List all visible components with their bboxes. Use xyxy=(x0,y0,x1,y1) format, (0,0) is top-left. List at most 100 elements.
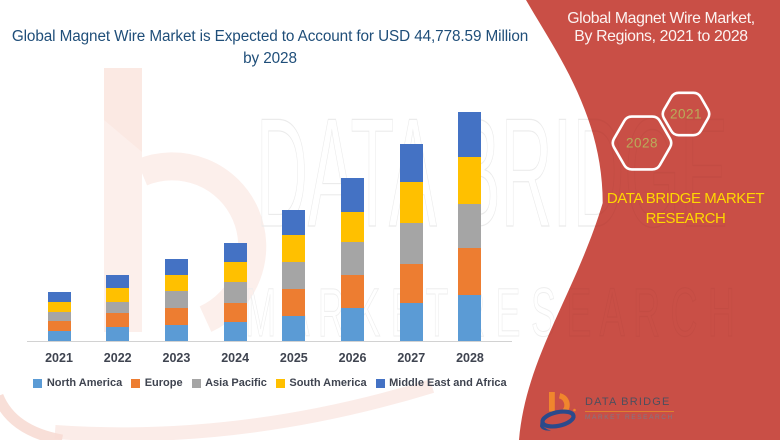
chart-legend: North America Europe Asia Pacific South Ame… xyxy=(0,377,540,389)
logo-swoosh-tail xyxy=(540,422,551,431)
legend-swatch xyxy=(275,378,285,388)
bar-segment-south-america xyxy=(458,156,482,204)
bar-segment-south-america xyxy=(399,182,423,224)
x-axis-labels: 2021 2022 2023 2024 2025 2026 2027 2028 xyxy=(0,351,780,367)
bar-segment-north-america xyxy=(341,307,365,341)
bar-segment-middle-east-and-africa xyxy=(106,275,130,288)
databridge-logo-mark xyxy=(540,392,576,431)
stacked-bar-2022 xyxy=(106,275,130,341)
bar-segment-south-america xyxy=(223,262,247,283)
watermark-swoosh-1 xyxy=(54,379,435,440)
x-axis-label-2021: 2021 xyxy=(45,351,73,365)
bar-segment-south-america xyxy=(164,275,188,292)
right-panel-brand-line2: RESEARCH xyxy=(645,209,726,227)
legend-label: Middle East and Africa xyxy=(389,377,507,389)
legend-item-asia-pacific: Asia Pacific xyxy=(191,377,267,389)
hexagon-2021 xyxy=(661,91,711,137)
logo-b-stem xyxy=(549,392,555,412)
legend-swatch xyxy=(131,378,141,388)
databridge-logo-name: DATA BRIDGE xyxy=(585,396,671,408)
bar-segment-north-america xyxy=(458,294,482,341)
databridge-logo: DATA BRIDGE MARKET RESEARCH xyxy=(537,388,674,436)
red-panel-shape xyxy=(519,0,780,440)
bar-segment-asia-pacific xyxy=(106,301,130,314)
bar-segment-europe xyxy=(341,275,365,308)
bar-segment-south-america xyxy=(341,211,365,243)
bar-segment-europe xyxy=(399,264,423,304)
bar-segment-asia-pacific xyxy=(164,291,188,308)
databridge-logo-subtitle: MARKET RESEARCH xyxy=(585,413,674,421)
bar-segment-europe xyxy=(47,321,71,332)
x-axis-label-2028: 2028 xyxy=(456,351,484,365)
red-watermark-text-line2: M A R K E T R E S E A R C H xyxy=(245,274,735,351)
watermark-b-stem-cap xyxy=(104,68,142,152)
stacked-bar-2025 xyxy=(282,210,306,341)
x-axis-label-2022: 2022 xyxy=(103,351,132,365)
right-panel-brand-line1: DATA BRIDGE MARKET xyxy=(606,190,765,207)
stacked-bar-2027 xyxy=(399,144,423,341)
bar-segment-europe xyxy=(223,303,247,322)
bar-segment-asia-pacific xyxy=(399,223,423,265)
bar-segment-north-america xyxy=(106,326,130,341)
chart-title-line2: by 2028 xyxy=(243,50,297,68)
x-axis-line xyxy=(27,341,512,342)
stacked-bar-2024 xyxy=(223,242,247,341)
bar-segment-asia-pacific xyxy=(282,262,306,290)
databridge-logo-text: DATA BRIDGE MARKET RESEARCH xyxy=(585,397,674,421)
bar-segment-north-america xyxy=(47,331,71,341)
right-panel-headline: Global Magnet Wire Market, By Regions, 2… xyxy=(541,10,780,45)
legend-item-south-america: South America xyxy=(275,377,367,389)
legend-item-europe: Europe xyxy=(131,377,183,389)
x-axis-label-2027: 2027 xyxy=(397,351,426,365)
bar-segment-north-america xyxy=(282,315,306,341)
logo-dot xyxy=(573,408,576,412)
hexagon-2021-label: 2021 xyxy=(669,106,703,122)
bar-segment-south-america xyxy=(47,301,71,313)
right-panel-brand-text: DATA BRIDGE MARKET RESEARCH xyxy=(585,189,780,228)
bar-segment-europe xyxy=(458,247,482,295)
bar-segment-asia-pacific xyxy=(341,242,365,276)
x-axis-label-2024: 2024 xyxy=(221,351,250,365)
databridge-logo-rule xyxy=(585,410,674,412)
x-axis-label-2023: 2023 xyxy=(162,351,191,365)
legend-swatch xyxy=(375,378,385,388)
bar-segment-asia-pacific xyxy=(458,203,482,248)
bar-segment-middle-east-and-africa xyxy=(458,112,482,157)
hexagons-group xyxy=(611,91,711,171)
logo-swoosh-group xyxy=(540,409,576,429)
bar-segment-middle-east-and-africa xyxy=(164,259,188,276)
stacked-bar-2021 xyxy=(47,291,71,341)
bar-segment-north-america xyxy=(399,303,423,341)
bar-segment-north-america xyxy=(164,324,188,341)
bar-segment-middle-east-and-africa xyxy=(399,144,423,183)
bar-segment-europe xyxy=(106,313,130,327)
legend-swatch xyxy=(191,378,201,388)
legend-item-north-america: North America xyxy=(33,377,122,389)
bar-segment-middle-east-and-africa xyxy=(223,242,247,263)
chart-title-line1: Global Magnet Wire Market is Expected to… xyxy=(11,28,529,45)
right-panel-headline-line2: By Regions, 2021 to 2028 xyxy=(574,27,748,45)
legend-label: Europe xyxy=(144,377,183,389)
bar-segment-middle-east-and-africa xyxy=(341,177,365,212)
stacked-bar-2026 xyxy=(341,177,365,341)
bar-segment-south-america xyxy=(106,287,130,302)
x-axis-label-2025: 2025 xyxy=(279,351,308,365)
logo-b-bowl xyxy=(558,393,570,413)
watermark-swoosh-2 xyxy=(0,393,64,440)
legend-label: South America xyxy=(289,377,367,389)
legend-label: North America xyxy=(46,377,123,389)
hexagon-2028-label: 2028 xyxy=(625,135,659,151)
bar-segment-europe xyxy=(282,289,306,316)
bar-segment-north-america xyxy=(223,322,247,341)
stacked-bar-2028 xyxy=(458,112,482,341)
bar-segment-asia-pacific xyxy=(47,312,71,321)
legend-swatch xyxy=(33,378,43,388)
bar-segment-south-america xyxy=(282,234,306,262)
x-axis-label-2026: 2026 xyxy=(338,351,367,365)
bar-segment-asia-pacific xyxy=(223,282,247,304)
bar-segment-europe xyxy=(164,307,188,325)
legend-label: Asia Pacific xyxy=(205,377,267,389)
